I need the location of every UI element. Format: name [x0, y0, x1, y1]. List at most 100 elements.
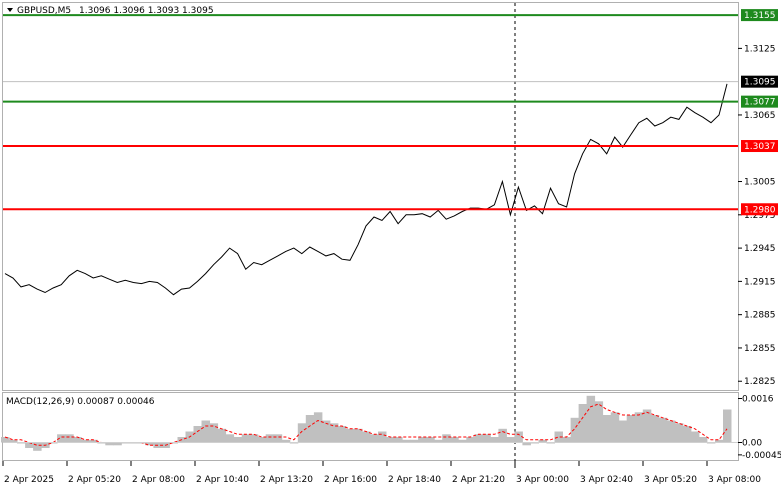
- time-tick-label: 2 Apr 18:40: [388, 475, 441, 485]
- macd-bar: [450, 437, 459, 443]
- price-tick-label: 1.2915: [744, 277, 776, 287]
- triangle-down-icon[interactable]: [7, 8, 13, 12]
- macd-bar: [490, 437, 499, 443]
- macd-bar: [241, 434, 251, 443]
- macd-bar: [723, 409, 732, 443]
- symbol-label: GBPUSD,M5: [17, 6, 71, 16]
- macd-bar: [514, 431, 523, 443]
- macd-bar: [418, 437, 427, 443]
- macd-bar: [626, 415, 636, 443]
- macd-bar: [554, 431, 563, 443]
- macd-bar: [65, 434, 74, 443]
- macd-bar: [73, 437, 82, 443]
- macd-bar: [386, 437, 395, 443]
- price-pane[interactable]: [2, 2, 739, 391]
- time-axis: 2 Apr 2025 2 Apr 05:20 2 Apr 08:00 2 Apr 10…: [2, 461, 761, 485]
- macd-bar: [562, 437, 571, 443]
- time-tick-label: 3 Apr 02:40: [580, 475, 633, 485]
- macd-bar: [442, 434, 451, 443]
- macd-bar: [522, 442, 531, 446]
- macd-bar: [113, 442, 122, 446]
- price-tick-label: 1.2825: [744, 377, 776, 387]
- macd-bar: [89, 439, 98, 443]
- macd-bar: [201, 420, 210, 443]
- macd-bar: [602, 415, 612, 443]
- macd-bar: [321, 420, 331, 443]
- macd-bar: [233, 437, 243, 443]
- price-axis: 1.3125 1.3065 1.3005 1.2975 1.2945 1.2915 1.28…: [738, 44, 776, 387]
- time-tick-label: 2 Apr 16:00: [324, 475, 377, 485]
- macd-bar: [25, 442, 34, 448]
- macd-bar: [209, 423, 219, 443]
- macd-bar: [690, 431, 700, 443]
- macd-bar: [426, 437, 435, 443]
- macd-bar: [281, 439, 291, 443]
- macd-bar: [217, 428, 227, 443]
- macd-bar: [634, 412, 644, 443]
- macd-bar: [698, 437, 708, 443]
- macd-bar: [586, 395, 596, 443]
- macd-bar: [345, 428, 355, 443]
- macd-bar: [354, 428, 363, 443]
- macd-bar: [594, 401, 604, 443]
- macd-bar: [265, 434, 275, 443]
- macd-axis: 0.0016 0.00 -0.00045: [738, 395, 781, 461]
- macd-bar: [193, 426, 202, 443]
- macd-bar: [618, 420, 628, 443]
- macd-bar: [410, 439, 419, 443]
- price-tick-label: 1.2945: [744, 244, 776, 254]
- level-label-bg: [741, 203, 778, 216]
- macd-bar: [682, 426, 692, 443]
- level-label: 1.3155: [744, 11, 776, 21]
- macd-bar: [658, 417, 668, 443]
- macd-bar: [650, 415, 660, 443]
- macd-bar: [378, 431, 387, 443]
- price-tick-label: 1.3005: [744, 178, 776, 188]
- macd-bar: [674, 423, 684, 443]
- macd-bar: [57, 434, 66, 443]
- macd-bar: [394, 437, 403, 443]
- macd-bar: [498, 428, 507, 443]
- level-label-bg: [741, 9, 778, 22]
- macd-bar: [305, 415, 315, 443]
- macd-bar: [538, 439, 547, 443]
- time-tick-label: 2 Apr 10:40: [196, 475, 249, 485]
- macd-bar: [402, 439, 411, 443]
- macd-bar: [105, 442, 114, 446]
- ohlc-values: 1.3096 1.3096 1.3093 1.3095: [79, 6, 214, 16]
- macd-bar: [434, 439, 443, 443]
- macd-bar: [313, 412, 323, 443]
- level-label: 1.2980: [744, 205, 776, 215]
- level-label: 1.3077: [744, 98, 776, 108]
- level-lines[interactable]: [3, 14, 738, 211]
- time-tick-label: 3 Apr 08:00: [708, 475, 761, 485]
- macd-bar: [9, 439, 18, 443]
- macd-label: MACD(12,26,9) 0.00087 0.00046: [6, 397, 155, 407]
- macd-bar: [329, 423, 339, 443]
- macd-bar: [715, 439, 724, 443]
- macd-bar: [273, 434, 283, 443]
- time-tick-label: 2 Apr 2025: [4, 475, 54, 485]
- macd-bar: [249, 434, 259, 443]
- time-tick-label: 2 Apr 05:20: [68, 475, 121, 485]
- macd-bar: [578, 404, 588, 443]
- macd-bar: [257, 437, 267, 443]
- price-line: [4, 83, 728, 296]
- macd-bar: [81, 439, 90, 443]
- price-tick-label: 1.3065: [744, 111, 776, 121]
- macd-bar: [570, 417, 580, 443]
- time-tick-label: 2 Apr 08:00: [132, 475, 185, 485]
- macd-signal-line: [4, 403, 728, 446]
- level-label-bg: [741, 140, 778, 153]
- macd-bar: [337, 426, 347, 443]
- time-tick-label: 3 Apr 05:20: [644, 475, 697, 485]
- price-tick-label: 1.3125: [744, 44, 776, 54]
- current-price-label-bg: [741, 75, 778, 88]
- macd-tick-label: -0.00045: [742, 451, 781, 461]
- macd-tick-label: 0.0016: [742, 395, 774, 405]
- macd-bar: [642, 409, 652, 443]
- price-tick-label: 1.2885: [744, 311, 776, 321]
- macd-bar: [370, 434, 379, 443]
